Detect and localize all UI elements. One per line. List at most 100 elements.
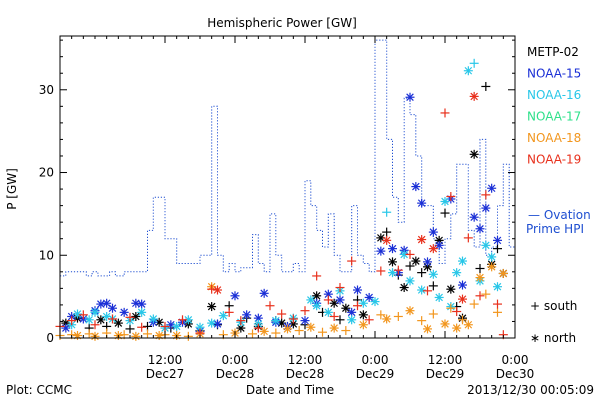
point-noaa-19-21 (329, 311, 339, 321)
point-metp-02-47 (481, 81, 491, 91)
point-noaa-19-18 (300, 306, 310, 316)
point-noaa-18-24 (318, 327, 327, 337)
point-noaa-19-7 (160, 321, 170, 331)
point-noaa-15-35 (423, 257, 432, 267)
legend-entry-noaa-16: NOAA-16 (527, 88, 581, 102)
point-noaa-19-22 (335, 283, 345, 293)
point-noaa-16-3 (90, 307, 100, 317)
x-tick-time: 12:00 (148, 353, 183, 367)
point-metp-02-37 (417, 268, 427, 278)
point-noaa-15-7 (119, 307, 129, 317)
point-noaa-19-10 (207, 284, 217, 294)
x-axis: 12:00Dec270:00Dec2812:00Dec280:00Dec2912… (71, 36, 535, 381)
point-noaa-16-37 (463, 66, 473, 76)
point-noaa-15-32 (405, 92, 415, 102)
point-noaa-15-41 (475, 224, 485, 234)
x-tick-date: Dec28 (216, 367, 255, 381)
point-noaa-15-34 (417, 198, 427, 208)
point-noaa-18-44 (493, 307, 502, 317)
y-axis: 0 10 20 30 (39, 39, 515, 345)
point-noaa-18-41 (475, 273, 485, 283)
point-noaa-15-29 (388, 244, 397, 254)
point-noaa-19-39 (475, 291, 485, 301)
point-noaa-15-28 (376, 246, 386, 256)
legend-south: + south (530, 299, 577, 313)
point-noaa-15-44 (493, 235, 502, 245)
x-tick-time: 12:00 (428, 353, 463, 367)
x-axis-label: Date and Time (246, 383, 334, 397)
point-noaa-15-18 (259, 288, 269, 298)
point-noaa-18-33 (423, 324, 432, 334)
point-metp-02-27 (341, 303, 351, 313)
x-tick-time: 0:00 (502, 353, 529, 367)
legend-ovation-line: Prime HPI (526, 222, 584, 236)
point-noaa-19-36 (458, 294, 467, 304)
point-noaa-19-24 (353, 301, 362, 311)
x-tick-time: 0:00 (222, 353, 249, 367)
point-noaa-18-35 (440, 319, 450, 329)
legend: METP-02 NOAA-15 NOAA-16 NOAA-17 NOAA-18 NOAA-… (526, 45, 591, 345)
point-noaa-15-9 (137, 299, 147, 309)
point-metp-02-36 (411, 256, 421, 266)
point-noaa-16-8 (148, 314, 158, 324)
point-noaa-18-19 (259, 326, 269, 336)
point-noaa-15-5 (102, 298, 112, 308)
point-noaa-19-32 (428, 244, 438, 254)
point-metp-02-41 (440, 208, 450, 218)
point-noaa-16-20 (312, 301, 322, 311)
point-noaa-16-41 (487, 252, 497, 262)
x-tick-date: Dec29 (426, 367, 465, 381)
point-noaa-15-8 (131, 298, 141, 308)
point-noaa-18-31 (405, 306, 415, 316)
point-noaa-18-26 (341, 326, 351, 336)
point-noaa-19-40 (481, 190, 491, 200)
point-noaa-19-5 (125, 312, 135, 322)
point-metp-02-13 (207, 302, 217, 312)
point-noaa-16-19 (306, 295, 316, 305)
x-tick-time: 12:00 (288, 353, 323, 367)
point-noaa-18-21 (283, 324, 292, 334)
point-metp-02-31 (382, 227, 392, 237)
point-metp-02-45 (469, 149, 479, 159)
point-metp-02-46 (475, 263, 485, 273)
x-tick-time: 0:00 (362, 353, 389, 367)
legend-north: ∗ north (530, 331, 576, 345)
point-noaa-18-18 (248, 329, 257, 339)
point-noaa-16-35 (452, 268, 462, 278)
point-noaa-15-43 (487, 183, 497, 193)
point-metp-02-7 (131, 311, 141, 321)
point-noaa-16-21 (323, 307, 333, 317)
x-tick-date: Dec27 (146, 367, 185, 381)
point-noaa-19-25 (364, 315, 374, 325)
point-noaa-18-37 (452, 323, 462, 333)
point-noaa-16-29 (405, 276, 415, 286)
timestamp: 2013/12/30 00:05:09 (467, 383, 594, 397)
point-noaa-18-10 (154, 331, 164, 341)
points-layer (55, 58, 508, 341)
legend-entry-noaa-15: NOAA-15 (527, 67, 581, 81)
point-noaa-18-9 (143, 329, 152, 339)
point-noaa-16-33 (440, 196, 450, 206)
point-noaa-18-40 (469, 299, 479, 309)
point-noaa-19-20 (323, 295, 333, 305)
point-noaa-16-25 (370, 297, 380, 307)
point-noaa-19-26 (376, 266, 386, 276)
point-noaa-15-42 (481, 203, 491, 213)
ovation-layer (60, 39, 515, 277)
point-noaa-18-22 (294, 326, 304, 336)
point-noaa-16-31 (428, 269, 438, 279)
point-noaa-16-26 (382, 207, 392, 217)
x-tick-date: Dec30 (496, 367, 535, 381)
point-noaa-19-12 (224, 307, 234, 317)
point-noaa-16-11 (183, 315, 193, 325)
point-noaa-16-23 (347, 315, 357, 325)
point-noaa-16-32 (434, 292, 444, 302)
point-noaa-16-40 (481, 240, 491, 250)
point-noaa-19-34 (446, 192, 456, 202)
point-noaa-19-23 (347, 256, 357, 266)
point-noaa-15-26 (353, 285, 362, 295)
legend-entry-metp-02: METP-02 (527, 45, 579, 59)
point-metp-02-32 (388, 257, 397, 267)
point-metp-02-39 (428, 281, 438, 291)
